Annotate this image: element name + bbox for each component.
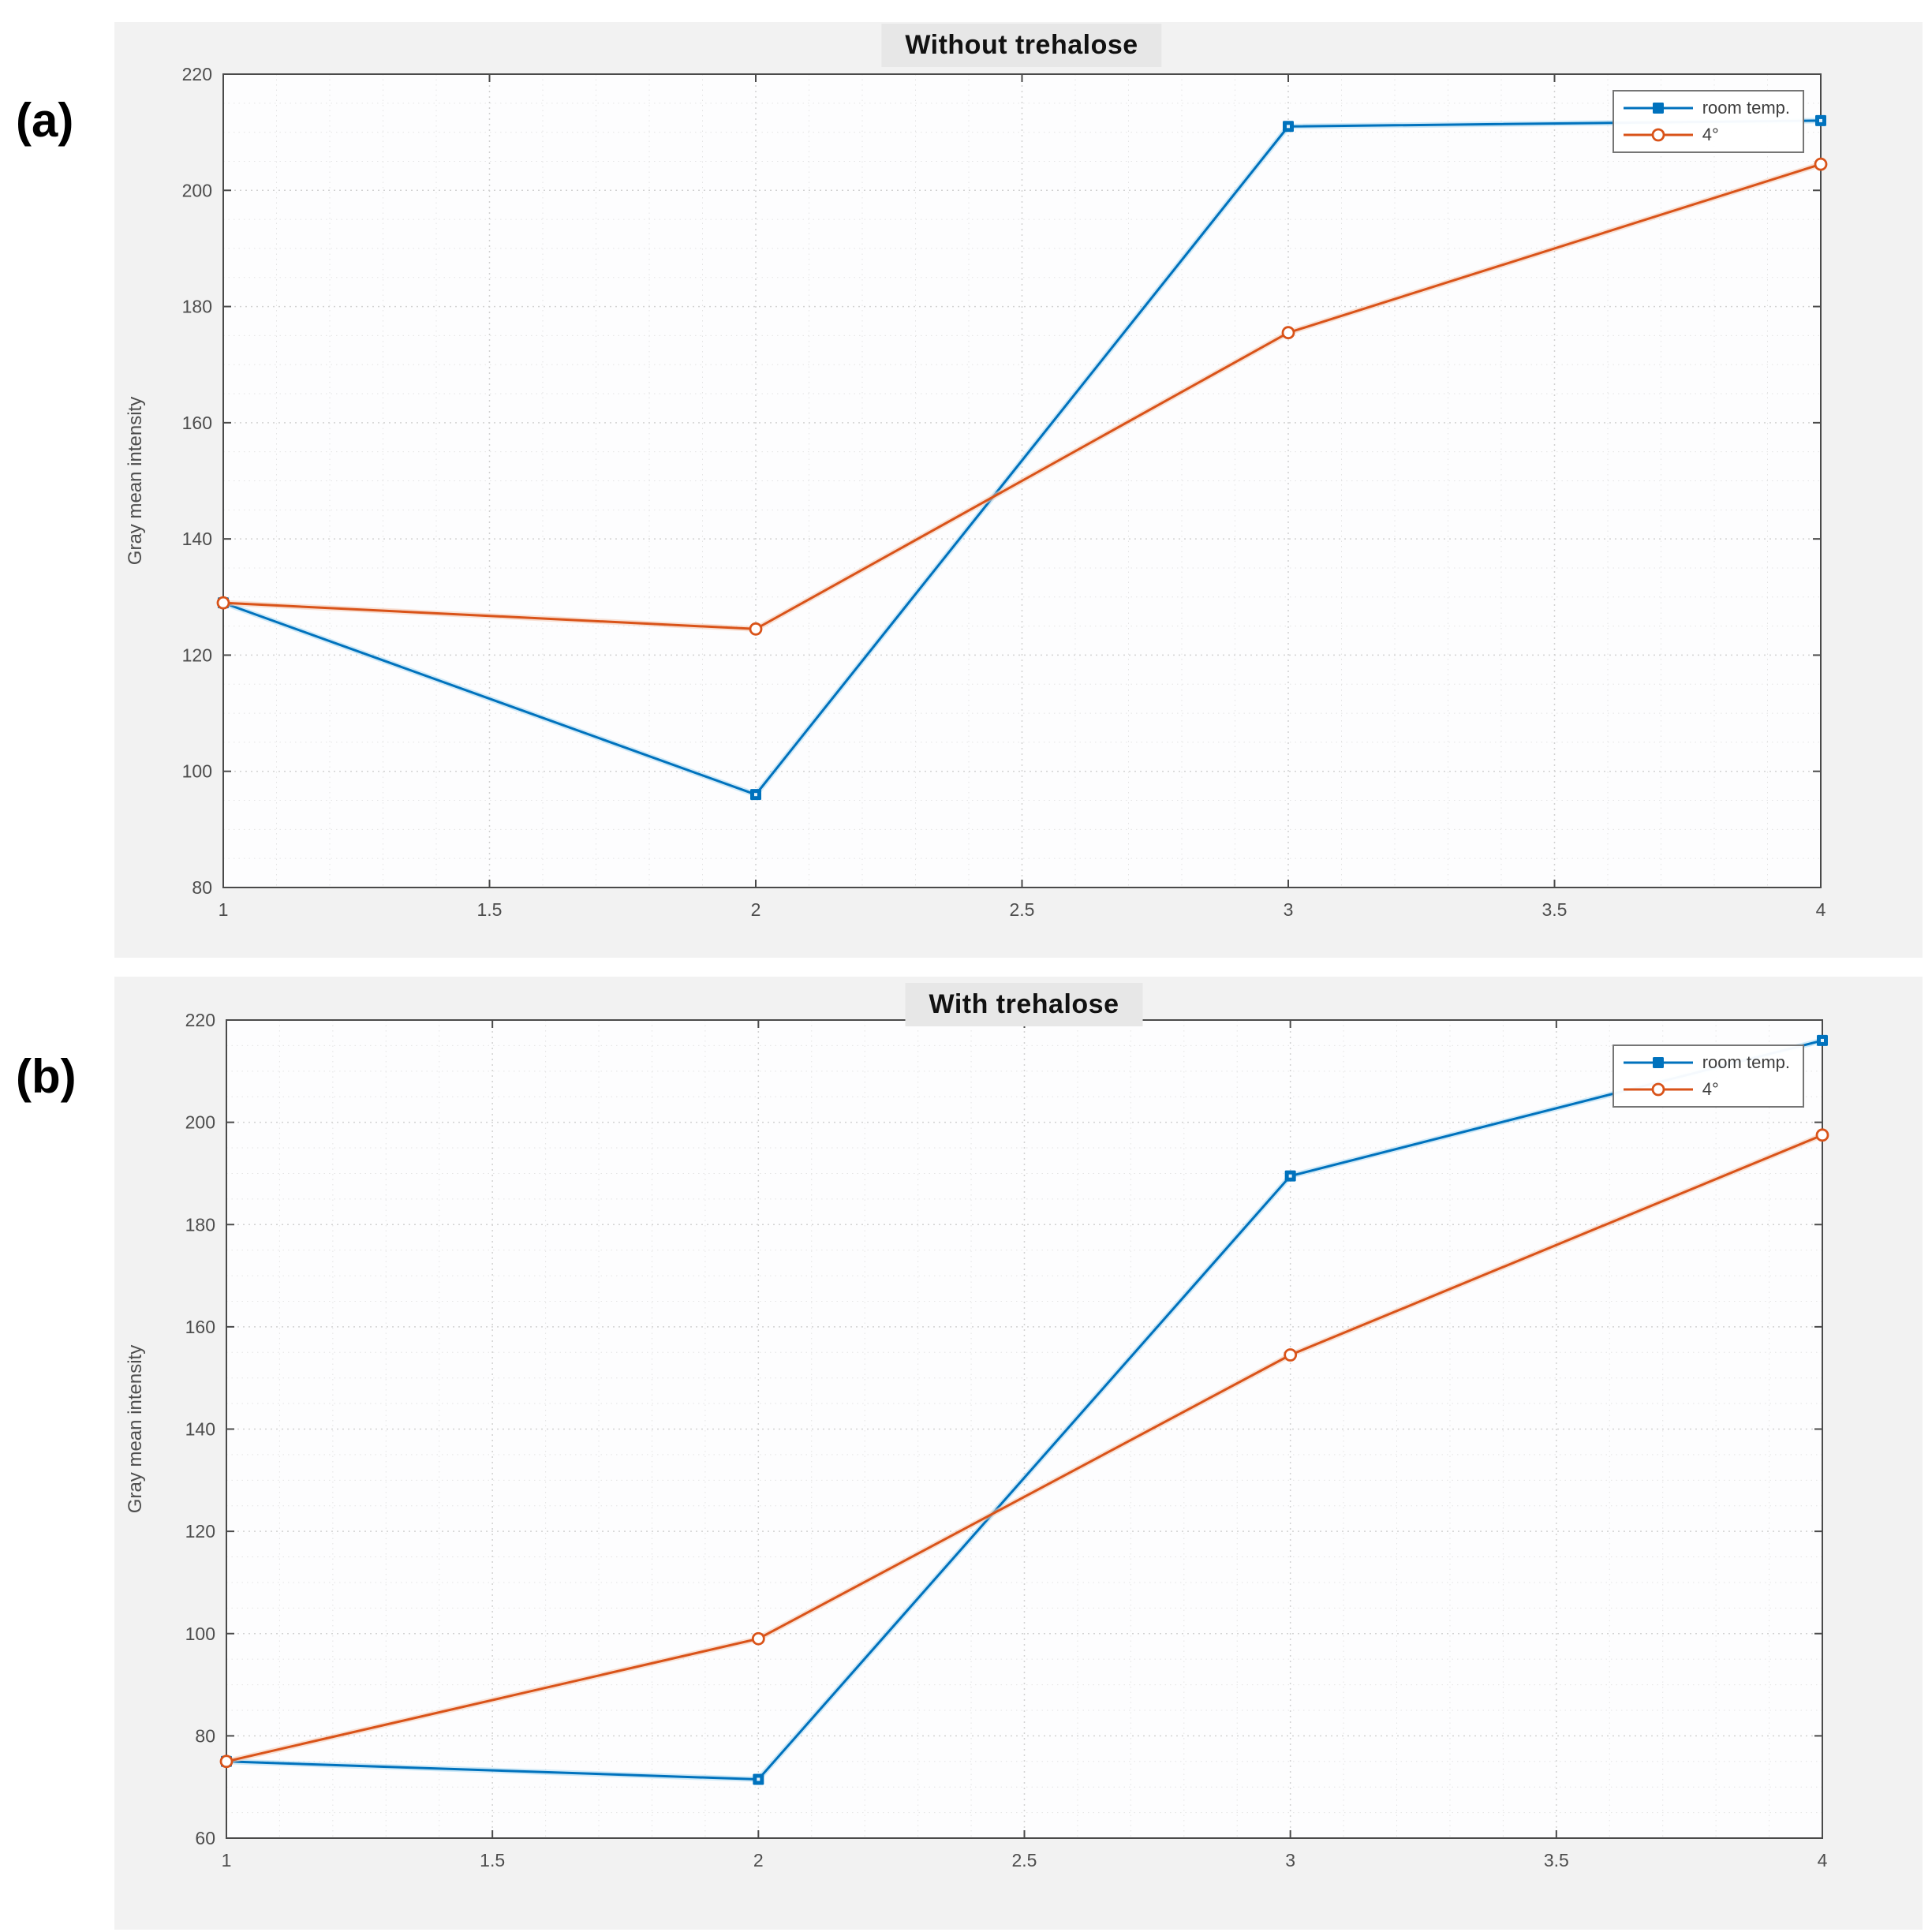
data-marker-4 <box>216 596 230 610</box>
line-circle-marker-icon <box>1623 1082 1693 1097</box>
y-axis-label: Gray mean intensity <box>125 397 146 565</box>
y-tick-label: 180 <box>185 1214 215 1235</box>
y-tick-label: 200 <box>185 1112 215 1133</box>
chart-b-title: With trehalose <box>905 983 1143 1026</box>
line-square-marker-icon <box>1623 1057 1693 1068</box>
y-tick-label: 60 <box>195 1828 215 1848</box>
chart-a-legend: room temp. 4° <box>1612 90 1804 153</box>
legend-label-4deg: 4° <box>1702 1079 1719 1099</box>
data-marker-4 <box>751 1631 765 1646</box>
y-tick-label: 220 <box>185 1010 215 1030</box>
legend-item-room-temp: room temp. <box>1622 98 1790 118</box>
panel-label-a: (a) <box>16 94 74 147</box>
y-tick-label: 100 <box>185 1624 215 1644</box>
panel-label-b: (b) <box>16 1050 77 1103</box>
x-tick-label: 3.5 <box>1542 899 1568 920</box>
series-line-room-temp <box>226 1039 1823 1781</box>
y-tick-label: 160 <box>182 413 212 433</box>
x-tick-label: 2 <box>751 899 761 920</box>
y-tick-label: 80 <box>192 877 212 898</box>
legend-item-4deg: 4° <box>1622 1079 1790 1100</box>
y-tick-label: 120 <box>185 1521 215 1541</box>
x-tick-label: 1.5 <box>480 1850 505 1870</box>
legend-label-room-temp: room temp. <box>1702 1052 1790 1072</box>
chart-b-legend: room temp. 4° <box>1612 1044 1804 1108</box>
y-tick-label: 200 <box>182 180 212 200</box>
y-tick-label: 120 <box>182 645 212 665</box>
chart-a-canvas: 1 1.5 2 2.5 3 3.5 4 80 100 120 140 160 180 200 220 Gray… <box>125 64 1828 920</box>
x-tick-label: 2.5 <box>1012 1850 1037 1870</box>
y-tick-label: 140 <box>182 529 212 549</box>
series-line-4 <box>226 1134 1823 1763</box>
legend-label-room-temp: room temp. <box>1702 98 1790 118</box>
x-tick-label: 3.5 <box>1544 1850 1569 1870</box>
y-tick-label: 160 <box>185 1317 215 1337</box>
y-tick-label: 180 <box>182 297 212 317</box>
data-marker-4 <box>1815 1128 1829 1142</box>
y-tick-label: 140 <box>185 1419 215 1440</box>
data-marker-4 <box>1281 326 1295 340</box>
legend-item-room-temp: room temp. <box>1622 1052 1790 1073</box>
data-marker-4 <box>749 622 763 636</box>
y-axis-label: Gray mean intensity <box>125 1345 146 1513</box>
x-tick-label: 2 <box>753 1850 764 1870</box>
y-tick-label: 100 <box>182 761 212 782</box>
series-line-4 <box>222 163 1822 630</box>
series-line-room-temp <box>222 119 1822 796</box>
x-tick-label: 1.5 <box>477 899 503 920</box>
data-marker-4 <box>1284 1348 1298 1362</box>
chart-a-title: Without trehalose <box>881 24 1162 67</box>
x-tick-label: 2.5 <box>1010 899 1035 920</box>
x-tick-label: 4 <box>1816 899 1826 920</box>
figure-panel-with-trehalose: 1 1.5 2 2.5 3 3.5 4 60 80 100 120 140 160 180 200 220 Gr… <box>114 977 1923 1930</box>
y-tick-label: 80 <box>195 1725 215 1746</box>
x-tick-label: 3 <box>1284 899 1294 920</box>
legend-label-4deg: 4° <box>1702 125 1719 144</box>
data-marker-4 <box>219 1754 234 1769</box>
legend-item-4deg: 4° <box>1622 125 1790 145</box>
data-marker-4 <box>1814 157 1828 171</box>
figure-panel-without-trehalose: 1 1.5 2 2.5 3 3.5 4 80 100 120 140 160 180 200 220 Gray… <box>114 22 1923 958</box>
line-square-marker-icon <box>1623 103 1693 114</box>
x-tick-label: 1 <box>219 899 229 920</box>
x-tick-label: 1 <box>222 1850 232 1870</box>
chart-b-canvas: 1 1.5 2 2.5 3 3.5 4 60 80 100 120 140 160 180 200 220 Gr… <box>125 1010 1829 1870</box>
x-tick-label: 4 <box>1818 1850 1828 1870</box>
line-circle-marker-icon <box>1623 128 1693 142</box>
x-tick-label: 3 <box>1285 1850 1295 1870</box>
y-tick-label: 220 <box>182 64 212 84</box>
